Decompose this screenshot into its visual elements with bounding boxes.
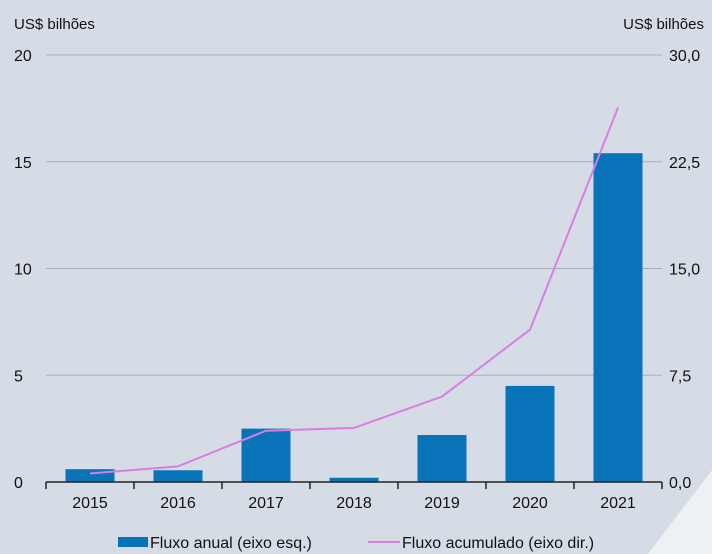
bar-series xyxy=(65,153,643,482)
right-tick-label: 0,0 xyxy=(669,475,691,492)
x-tick-label: 2020 xyxy=(512,495,548,512)
legend-label-bar: Fluxo anual (eixo esq.) xyxy=(150,535,312,552)
left-tick-label: 15 xyxy=(14,155,32,172)
line-series xyxy=(89,107,619,475)
legend-swatch-bar xyxy=(118,537,148,547)
left-tick-label: 20 xyxy=(14,48,32,65)
bar xyxy=(505,385,555,482)
left-tick-label: 5 xyxy=(14,368,23,385)
right-tick-label: 30,0 xyxy=(669,48,700,65)
left-axis-unit: US$ bilhões xyxy=(14,16,95,33)
x-tick-label: 2017 xyxy=(248,495,284,512)
bar xyxy=(417,435,467,482)
right-tick-label: 7,5 xyxy=(669,368,691,385)
x-tick-label: 2015 xyxy=(72,495,108,512)
legend: Fluxo anual (eixo esq.) Fluxo acumulado … xyxy=(118,535,594,552)
right-axis-unit: US$ bilhões xyxy=(623,16,704,33)
legend-label-line: Fluxo acumulado (eixo dir.) xyxy=(402,535,594,552)
x-tick-label: 2016 xyxy=(160,495,196,512)
bar xyxy=(593,153,643,482)
bar xyxy=(329,477,379,482)
left-tick-label: 0 xyxy=(14,475,23,492)
right-tick-label: 15,0 xyxy=(669,262,700,279)
x-tick-label: 2019 xyxy=(424,495,460,512)
x-tick-label: 2021 xyxy=(600,495,636,512)
axes: 0 5 10 15 20 0,0 7,5 15,0 22,5 30,0 2015 2016 2017 20… xyxy=(14,48,700,512)
line-path xyxy=(89,107,619,475)
grid xyxy=(46,54,662,376)
x-tick-label: 2018 xyxy=(336,495,372,512)
left-tick-label: 10 xyxy=(14,262,32,279)
bar xyxy=(153,470,203,482)
decorative-corner xyxy=(648,470,712,554)
right-tick-label: 22,5 xyxy=(669,155,700,172)
